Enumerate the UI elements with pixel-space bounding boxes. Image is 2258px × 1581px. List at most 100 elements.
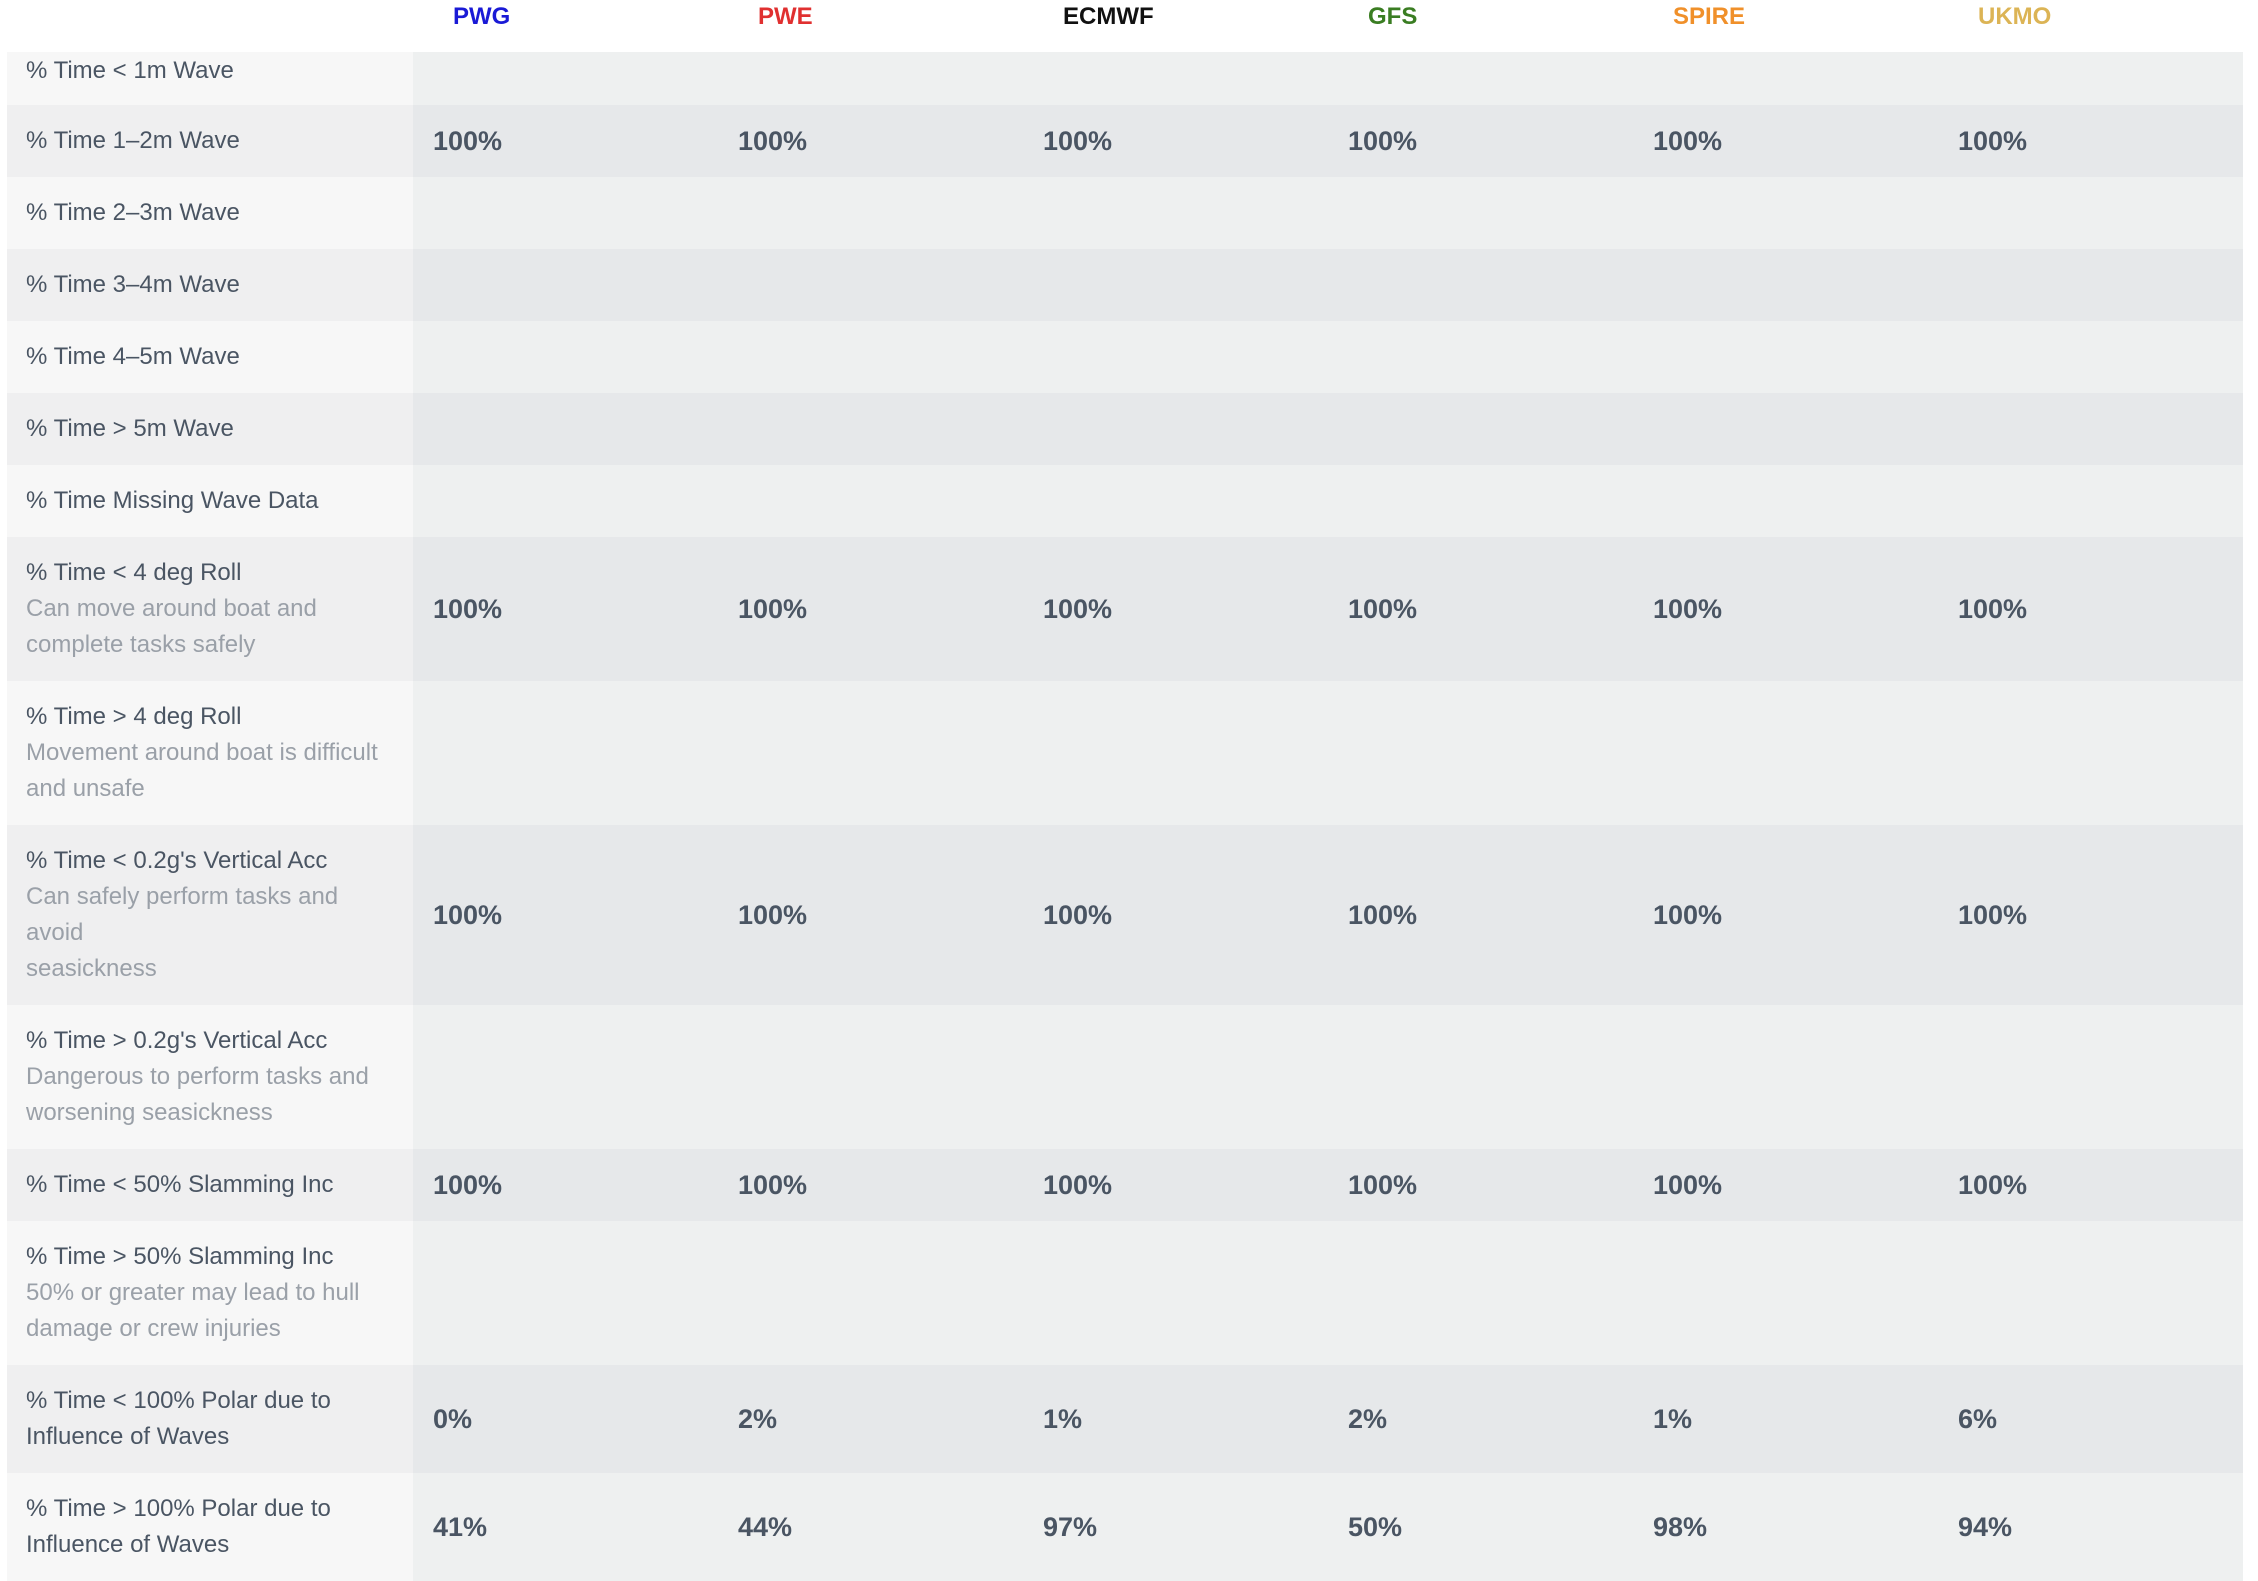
value-cell (413, 465, 718, 537)
value-cell (1938, 1005, 2243, 1149)
value-cells: 100% 100% 100% 100% 100% 100% (413, 537, 2243, 681)
row-label: % Time < 1m Wave (26, 57, 234, 84)
value-cell: 100% (738, 899, 808, 930)
value-cell (1328, 177, 1633, 249)
value-cell: 100% (1653, 899, 1723, 930)
value-cell: 100% (1958, 1169, 2028, 1200)
value-cell: 97% (1043, 1511, 1098, 1542)
value-cells: 100% 100% 100% 100% 100% 100% (413, 1149, 2243, 1221)
value-cells (413, 1221, 2243, 1365)
table-row: % Time > 5m Wave (7, 393, 2243, 465)
value-cell (1633, 1005, 1938, 1149)
row-label-cell: % Time < 1m Wave (7, 52, 413, 105)
row-label: % Time < 0.2g's Vertical Acc (26, 847, 328, 874)
value-cell (718, 393, 1023, 465)
value-cell (1328, 1005, 1633, 1149)
value-cell (718, 1005, 1023, 1149)
value-cell (1938, 1221, 2243, 1365)
row-label-cell: % Time > 50% Slamming Inc 50% or greater … (7, 1221, 413, 1365)
row-label: % Time > 5m Wave (26, 415, 234, 442)
value-cell: 2% (1348, 1403, 1388, 1434)
row-label-cell: % Time > 5m Wave (7, 393, 413, 465)
row-label: % Time Missing Wave Data (26, 487, 319, 514)
row-label: % Time 1–2m Wave (26, 127, 240, 154)
row-description: damage or crew injuries (26, 1315, 281, 1342)
value-cell: 0% (433, 1403, 473, 1434)
header-row: PWG PWE ECMWF GFS SPIRE UKMO (7, 0, 2243, 52)
header-corner (7, 0, 413, 52)
value-cell: 100% (433, 593, 503, 624)
table-row: % Time 1–2m Wave 100% 100% 100% 100% 100% 100% (7, 105, 2243, 177)
row-label: Influence of Waves (26, 1531, 230, 1558)
row-label: % Time 4–5m Wave (26, 343, 240, 370)
value-cell (413, 249, 718, 321)
row-label-cell: % Time 1–2m Wave (7, 105, 413, 177)
value-cell: 6% (1958, 1403, 1998, 1434)
value-cell (413, 52, 718, 105)
row-description: Can move around boat and (26, 595, 317, 622)
table-row: % Time < 4 deg Roll Can move around boat … (7, 537, 2243, 681)
comparison-table: PWG PWE ECMWF GFS SPIRE UKMO % Time < 1m Wave%… (7, 0, 2243, 1581)
row-label: % Time 3–4m Wave (26, 271, 240, 298)
value-cell (1023, 249, 1328, 321)
column-header: GFS (1368, 3, 1418, 30)
value-cell (1938, 177, 2243, 249)
value-cell (718, 249, 1023, 321)
value-cells (413, 52, 2243, 105)
value-cell (1023, 321, 1328, 393)
row-description: 50% or greater may lead to hull (26, 1279, 360, 1306)
row-label-cell: % Time Missing Wave Data (7, 465, 413, 537)
value-cell: 100% (433, 899, 503, 930)
value-cell (1328, 681, 1633, 825)
value-cells: 41% 44% 97% 50% 98% 94% (413, 1473, 2243, 1581)
value-cell: 100% (1348, 593, 1418, 624)
value-cell: 44% (738, 1511, 793, 1542)
value-cell (1328, 393, 1633, 465)
row-description: Movement around boat is difficult (26, 739, 378, 766)
row-label-cell: % Time < 100% Polar due to Influence of W… (7, 1365, 413, 1473)
row-label: Influence of Waves (26, 1423, 230, 1450)
value-cell: 100% (1653, 1169, 1723, 1200)
value-cell: 100% (433, 1169, 503, 1200)
value-cell (718, 321, 1023, 393)
value-cells (413, 249, 2243, 321)
table-row: % Time > 4 deg Roll Movement around boat … (7, 681, 2243, 825)
row-label-cell: % Time > 100% Polar due to Influence of W… (7, 1473, 413, 1581)
table-row: % Time Missing Wave Data (7, 465, 2243, 537)
value-cell: 41% (433, 1511, 488, 1542)
row-label-cell: % Time 3–4m Wave (7, 249, 413, 321)
value-cell (1023, 465, 1328, 537)
value-cell: 1% (1653, 1403, 1693, 1434)
value-cell (1023, 681, 1328, 825)
row-label-cell: % Time > 0.2g's Vertical Acc Dangerous to… (7, 1005, 413, 1149)
value-cells (413, 1005, 2243, 1149)
value-cell (1023, 393, 1328, 465)
value-cell (413, 1221, 718, 1365)
value-cell (1328, 1221, 1633, 1365)
value-cell (718, 177, 1023, 249)
row-description: and unsafe (26, 775, 145, 802)
row-label: % Time > 50% Slamming Inc (26, 1243, 334, 1270)
column-header: PWE (758, 3, 813, 30)
value-cell (1938, 249, 2243, 321)
table-row: % Time < 1m Wave (7, 52, 2243, 105)
value-cell: 100% (1653, 125, 1723, 156)
value-cell (413, 321, 718, 393)
table-row: % Time < 0.2g's Vertical Acc Can safely p… (7, 825, 2243, 1005)
table-row: % Time > 100% Polar due to Influence of W… (7, 1473, 2243, 1581)
value-cell: 1% (1043, 1403, 1083, 1434)
value-cell (413, 1005, 718, 1149)
value-cell: 50% (1348, 1511, 1403, 1542)
value-cell (1938, 393, 2243, 465)
value-cell (413, 177, 718, 249)
value-cell (1633, 52, 1938, 105)
table-row: % Time > 0.2g's Vertical Acc Dangerous to… (7, 1005, 2243, 1149)
row-label: % Time > 100% Polar due to (26, 1495, 331, 1522)
value-cell (1633, 681, 1938, 825)
value-cell (1938, 465, 2243, 537)
column-header: SPIRE (1673, 3, 1746, 30)
row-label-cell: % Time 4–5m Wave (7, 321, 413, 393)
table-row: % Time 4–5m Wave (7, 321, 2243, 393)
value-cell (413, 681, 718, 825)
